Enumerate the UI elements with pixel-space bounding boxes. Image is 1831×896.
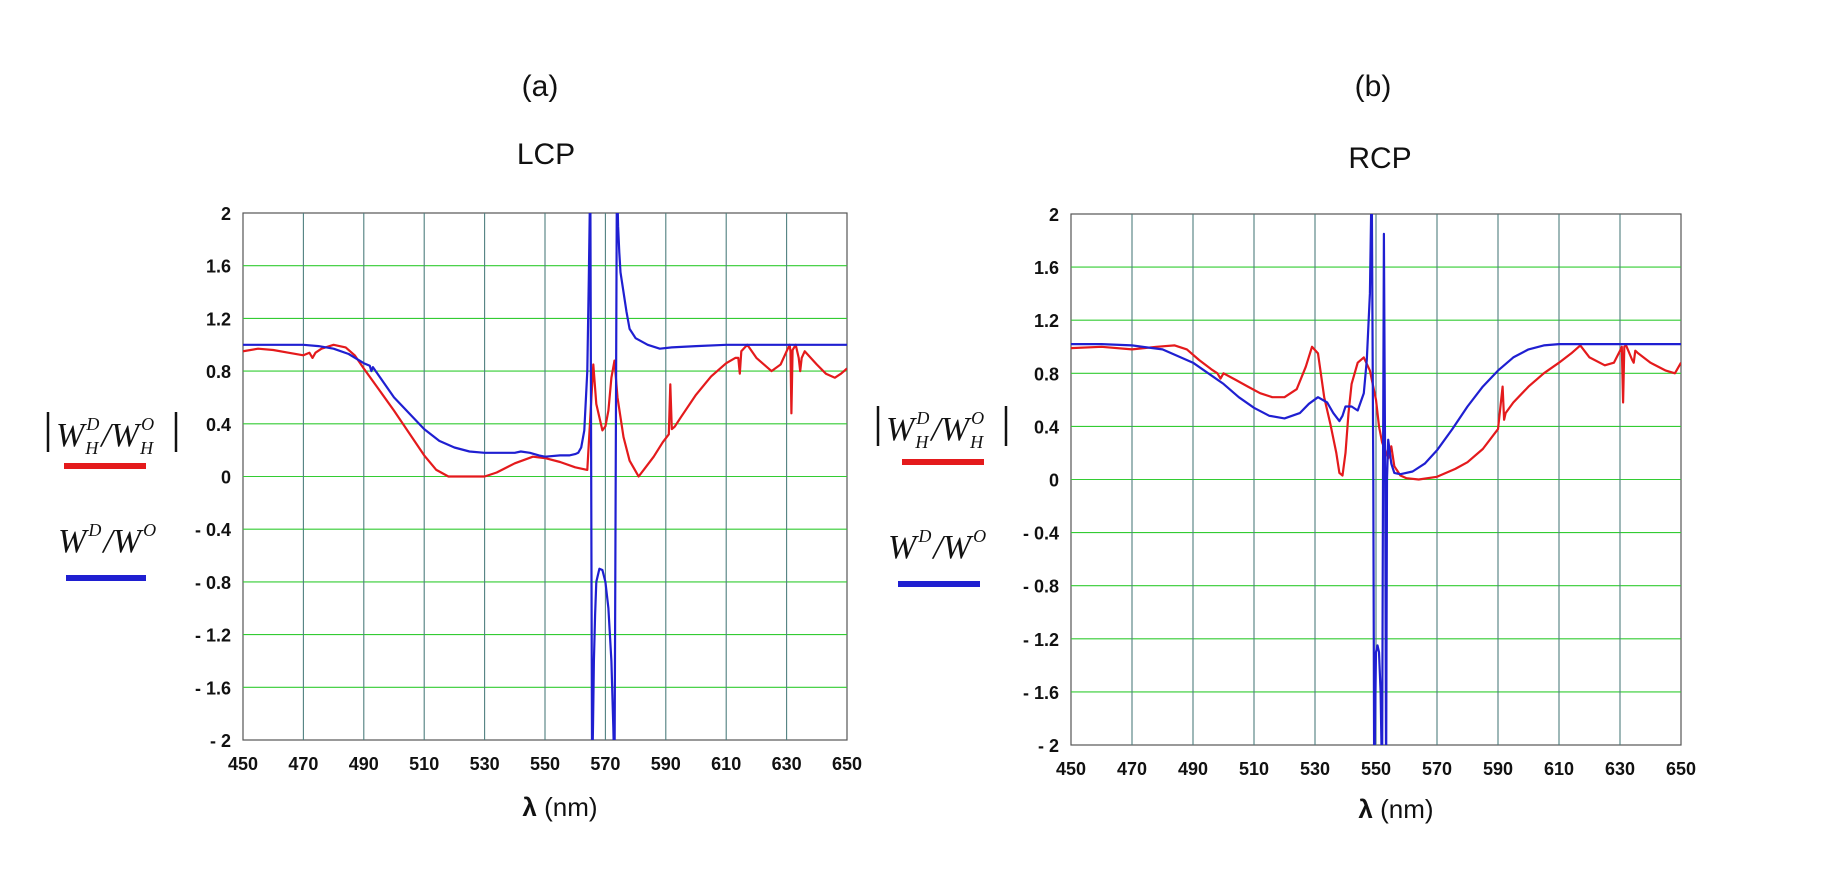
panel-b-ytick-label: - 2: [1038, 736, 1059, 756]
panel-a-series-red-line: [243, 343, 847, 478]
panel-a-xtick-label: 510: [409, 754, 439, 774]
panel-b-xtick-label: 630: [1605, 759, 1635, 779]
svg-text:WHD/WHO: WHD/WHO: [886, 408, 984, 452]
panel-a-legend-blue-label: W D/W O: [58, 520, 156, 560]
panel-b-ytick-label: 0: [1049, 471, 1059, 491]
panel-a-xlabel-symbol: λ: [522, 792, 537, 822]
panel-a-xtick-label: 590: [651, 754, 681, 774]
panel-a-title: LCP: [517, 138, 575, 171]
panel-b-legend-blue-label: W D/W O: [888, 526, 986, 566]
panel-a-xtick-label: 470: [288, 754, 318, 774]
chart-panel-a: (a) LCP 2 1.6 1.2 0.8 0.4 0 - 0.4 - 0.8 - 1.2 - 1…: [46, 70, 862, 822]
panel-a-xtick-label: 650: [832, 754, 862, 774]
panel-b-title: RCP: [1348, 142, 1411, 175]
panel-b-series-blue-line: [1071, 214, 1681, 745]
panel-b-legend-red-label: WHD/WHO: [876, 406, 1008, 452]
panel-b-ytick-label: 0.4: [1034, 417, 1059, 437]
panel-b-xtick-label: 530: [1300, 759, 1330, 779]
panel-b-xtick-label: 570: [1422, 759, 1452, 779]
panel-a-ytick-label: 0: [221, 468, 231, 488]
panel-b-xtick-label: 450: [1056, 759, 1086, 779]
panel-a-legend-red-label: WHD/WHO: [46, 412, 178, 458]
panel-a-xtick-label: 530: [470, 754, 500, 774]
panel-b-xtick-label: 550: [1361, 759, 1391, 779]
panel-a-plot: 2 1.6 1.2 0.8 0.4 0 - 0.4 - 0.8 - 1.2 - 1.6 - 2 450…: [195, 204, 862, 774]
panel-b-ytick-label: 1.6: [1034, 258, 1059, 278]
panel-b-legend: WHD/WHO W D/W O: [876, 406, 1008, 587]
panel-a-ytick-label: 0.8: [206, 362, 231, 382]
panel-a-label: (a): [522, 70, 559, 103]
panel-b-ytick-label: 0.8: [1034, 364, 1059, 384]
panel-b-xlabel-symbol: λ: [1358, 794, 1373, 824]
panel-b-xtick-label: 650: [1666, 759, 1696, 779]
panel-b-xtick-label: 490: [1178, 759, 1208, 779]
panel-a-xtick-label: 630: [772, 754, 802, 774]
panel-a-xlabel-unit: (nm): [544, 792, 597, 822]
panel-a-xtick-label: 490: [349, 754, 379, 774]
panel-b-xlabel-unit: (nm): [1380, 794, 1433, 824]
panel-a-ytick-label: - 0.4: [195, 520, 231, 540]
panel-b-xtick-label: 470: [1117, 759, 1147, 779]
panel-b-xtick-label: 610: [1544, 759, 1574, 779]
panel-a-legend: WHD/WHO W D/W O: [46, 412, 178, 581]
panel-a-ytick-label: - 2: [210, 731, 231, 751]
panel-a-ytick-label: 1.6: [206, 257, 231, 277]
panel-a-ytick-label: 2: [221, 204, 231, 224]
panel-b-ytick-label: - 0.8: [1023, 577, 1059, 597]
chart-panel-b: (b) RCP 2 1.6 1.2 0.8 0.4 0 - 0.4 - 0.8 - 1.2 - 1…: [876, 70, 1696, 824]
panel-b-xlabel: λ (nm): [1358, 794, 1433, 824]
panel-b-label: (b): [1355, 70, 1392, 103]
panel-b-plot: 2 1.6 1.2 0.8 0.4 0 - 0.4 - 0.8 - 1.2 - 1.6 - 2 450…: [1023, 205, 1696, 779]
panel-b-ytick-label: - 1.6: [1023, 683, 1059, 703]
panel-a-ytick-label: - 1.2: [195, 626, 231, 646]
panel-a-series-blue-line: [243, 213, 847, 740]
panel-a-ytick-label: - 1.6: [195, 678, 231, 698]
panel-b-ytick-label: - 0.4: [1023, 524, 1059, 544]
panel-a-xtick-label: 550: [530, 754, 560, 774]
panel-b-ytick-label: 1.2: [1034, 311, 1059, 331]
panel-b-xtick-label: 590: [1483, 759, 1513, 779]
panel-a-ytick-label: 1.2: [206, 309, 231, 329]
panel-a-ytick-label: - 0.8: [195, 573, 231, 593]
panel-a-xtick-label: 570: [590, 754, 620, 774]
panel-b-ytick-label: 2: [1049, 205, 1059, 225]
panel-a-xtick-label: 450: [228, 754, 258, 774]
panel-b-ytick-label: - 1.2: [1023, 630, 1059, 650]
panel-a-xlabel: λ (nm): [522, 792, 597, 822]
panel-a-ytick-label: 0.4: [206, 415, 231, 435]
panel-b-xtick-label: 510: [1239, 759, 1269, 779]
svg-text:WHD/WHO: WHD/WHO: [56, 414, 154, 458]
panel-a-xtick-label: 610: [711, 754, 741, 774]
